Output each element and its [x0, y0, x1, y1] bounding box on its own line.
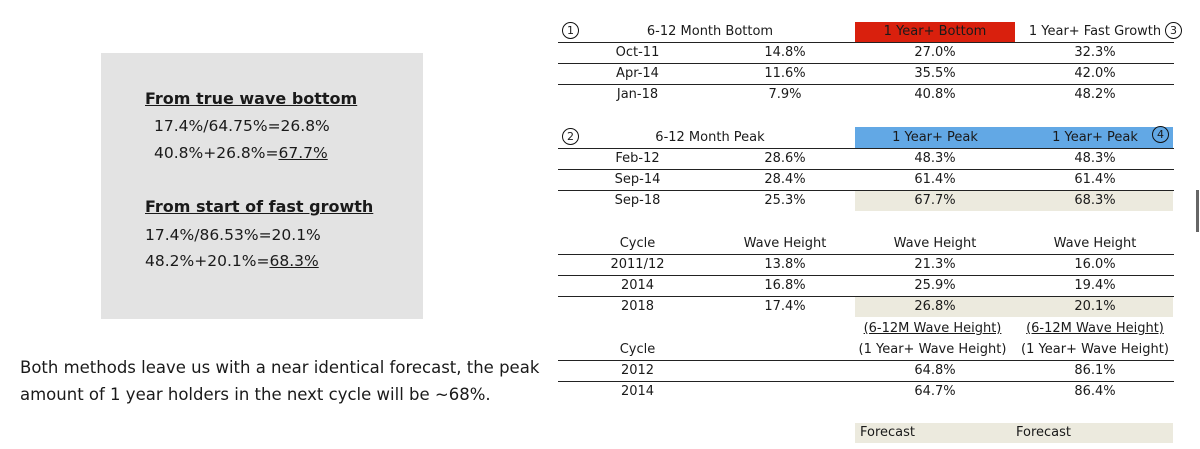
wave-row-1-6-12m: 13.8%: [764, 257, 806, 272]
highlight-1y-peak: [855, 127, 1173, 149]
divider: [558, 42, 1174, 43]
bottom-row-1-fast: 32.3%: [1074, 45, 1116, 60]
edge-mark: [1196, 190, 1199, 232]
peak-row-3-6-12m: 25.3%: [764, 193, 806, 208]
true-wave-bottom-calc-1: 17.4%/64.75%=26.8%: [154, 117, 330, 135]
true-wave-bottom-heading: From true wave bottom: [145, 89, 358, 108]
bottom-row-2-1y: 35.5%: [914, 66, 956, 81]
forecast-label-1y: Forecast: [860, 425, 916, 440]
wave-header-1y: Wave Height: [893, 236, 977, 251]
divider: [558, 296, 1174, 297]
peak-row-3-1y: 67.7%: [914, 193, 956, 208]
marker-2-circle: 2: [562, 128, 579, 145]
wave-row-2-fast: 19.4%: [1074, 278, 1116, 293]
wave-row-1-fast: 16.0%: [1074, 257, 1116, 272]
marker-4-circle: 4: [1152, 126, 1169, 143]
bottom-row-2-fast: 42.0%: [1074, 66, 1116, 81]
fast-growth-calc-1: 17.4%/86.53%=20.1%: [145, 226, 321, 244]
wave-row-3-6-12m: 17.4%: [764, 299, 806, 314]
bottom-row-1-1y: 27.0%: [914, 45, 956, 60]
wave-header-6-12m: Wave Height: [743, 236, 827, 251]
bottom-row-2-date: Apr-14: [616, 66, 659, 81]
header-6-12-month-peak: 6-12 Month Peak: [655, 130, 765, 145]
true-wave-bottom-result: 67.7%: [278, 144, 328, 162]
wave-row-2-1y: 25.9%: [914, 278, 956, 293]
peak-row-1-date: Feb-12: [615, 151, 660, 166]
bottom-row-2-6-12m: 11.6%: [764, 66, 806, 81]
highlight-1y-bottom: [855, 22, 1015, 42]
ratio-col3-denominator: (1 Year+ Wave Height): [1021, 342, 1169, 357]
bottom-row-3-fast: 48.2%: [1074, 87, 1116, 102]
divider: [558, 148, 1174, 149]
bottom-row-3-6-12m: 7.9%: [768, 87, 802, 102]
header-6-12-month-bottom: 6-12 Month Bottom: [646, 24, 774, 39]
header-1y-peak-fast: 1 Year+ Peak: [1052, 130, 1138, 145]
ratio-row-1-cycle: 2012: [620, 363, 655, 378]
ratio-col2-denominator: (1 Year+ Wave Height): [858, 342, 1007, 357]
wave-header-fast: Wave Height: [1053, 236, 1137, 251]
peak-row-2-date: Sep-14: [614, 172, 661, 187]
peak-row-3-date: Sep-18: [614, 193, 661, 208]
peak-row-1-1y: 48.3%: [914, 151, 956, 166]
wave-row-3-fast: 20.1%: [1074, 299, 1116, 314]
wave-row-1-1y: 21.3%: [914, 257, 956, 272]
ratio-col2-numerator: (6-12M Wave Height): [863, 321, 1002, 336]
peak-row-2-1y: 61.4%: [914, 172, 956, 187]
divider: [558, 254, 1174, 255]
header-1y-peak: 1 Year+ Peak: [892, 130, 978, 145]
forecast-label-fast: Forecast: [1016, 425, 1072, 440]
bottom-row-3-date: Jan-18: [616, 87, 659, 102]
fast-growth-heading: From start of fast growth: [145, 197, 374, 216]
peak-row-2-6-12m: 28.4%: [764, 172, 806, 187]
wave-row-2-6-12m: 16.8%: [764, 278, 806, 293]
true-wave-bottom-calc-2: 40.8%+26.8%=67.7%: [154, 144, 328, 162]
divider: [558, 275, 1174, 276]
wave-header-cycle: Cycle: [619, 236, 656, 251]
bottom-row-1-date: Oct-11: [615, 45, 660, 60]
ratio-col3-numerator: (6-12M Wave Height): [1026, 321, 1164, 336]
wave-row-1-cycle: 2011/12: [610, 257, 665, 272]
fast-growth-calc-2: 48.2%+20.1%=68.3%: [145, 252, 319, 270]
wave-row-2-cycle: 2014: [620, 278, 655, 293]
marker-1-circle: 1: [562, 22, 579, 39]
divider: [558, 190, 1174, 191]
highlight-forecast-peak: [855, 191, 1173, 211]
divider: [558, 381, 1174, 382]
ratio-row-2-fast: 86.4%: [1074, 384, 1116, 399]
ratio-row-2-cycle: 2014: [620, 384, 655, 399]
forecast-row-fill: [855, 423, 1173, 443]
divider: [558, 360, 1174, 361]
calculation-panel: [101, 53, 423, 319]
divider: [558, 169, 1174, 170]
ratio-row-1-1y: 64.8%: [914, 363, 956, 378]
conclusion-line-1: Both methods leave us with a near identi…: [20, 358, 540, 377]
divider: [558, 84, 1174, 85]
highlight-forecast-wave: [855, 297, 1173, 317]
ratio-header-cycle: Cycle: [619, 342, 656, 357]
ratio-row-1-fast: 86.1%: [1074, 363, 1116, 378]
divider: [558, 63, 1174, 64]
ratio-row-2-1y: 64.7%: [914, 384, 956, 399]
peak-row-1-fast: 48.3%: [1074, 151, 1116, 166]
marker-3-circle: 3: [1165, 22, 1182, 39]
conclusion-line-2: amount of 1 year holders in the next cyc…: [20, 385, 491, 404]
peak-row-2-fast: 61.4%: [1074, 172, 1116, 187]
bottom-row-3-1y: 40.8%: [914, 87, 956, 102]
bottom-row-1-6-12m: 14.8%: [764, 45, 806, 60]
peak-row-3-fast: 68.3%: [1074, 193, 1116, 208]
header-1y-fast-growth: 1 Year+ Fast Growth: [1028, 24, 1162, 39]
header-1y-bottom: 1 Year+ Bottom: [883, 24, 987, 39]
fast-growth-result: 68.3%: [269, 252, 319, 270]
wave-row-3-cycle: 2018: [620, 299, 655, 314]
wave-row-3-1y: 26.8%: [914, 299, 956, 314]
peak-row-1-6-12m: 28.6%: [764, 151, 806, 166]
